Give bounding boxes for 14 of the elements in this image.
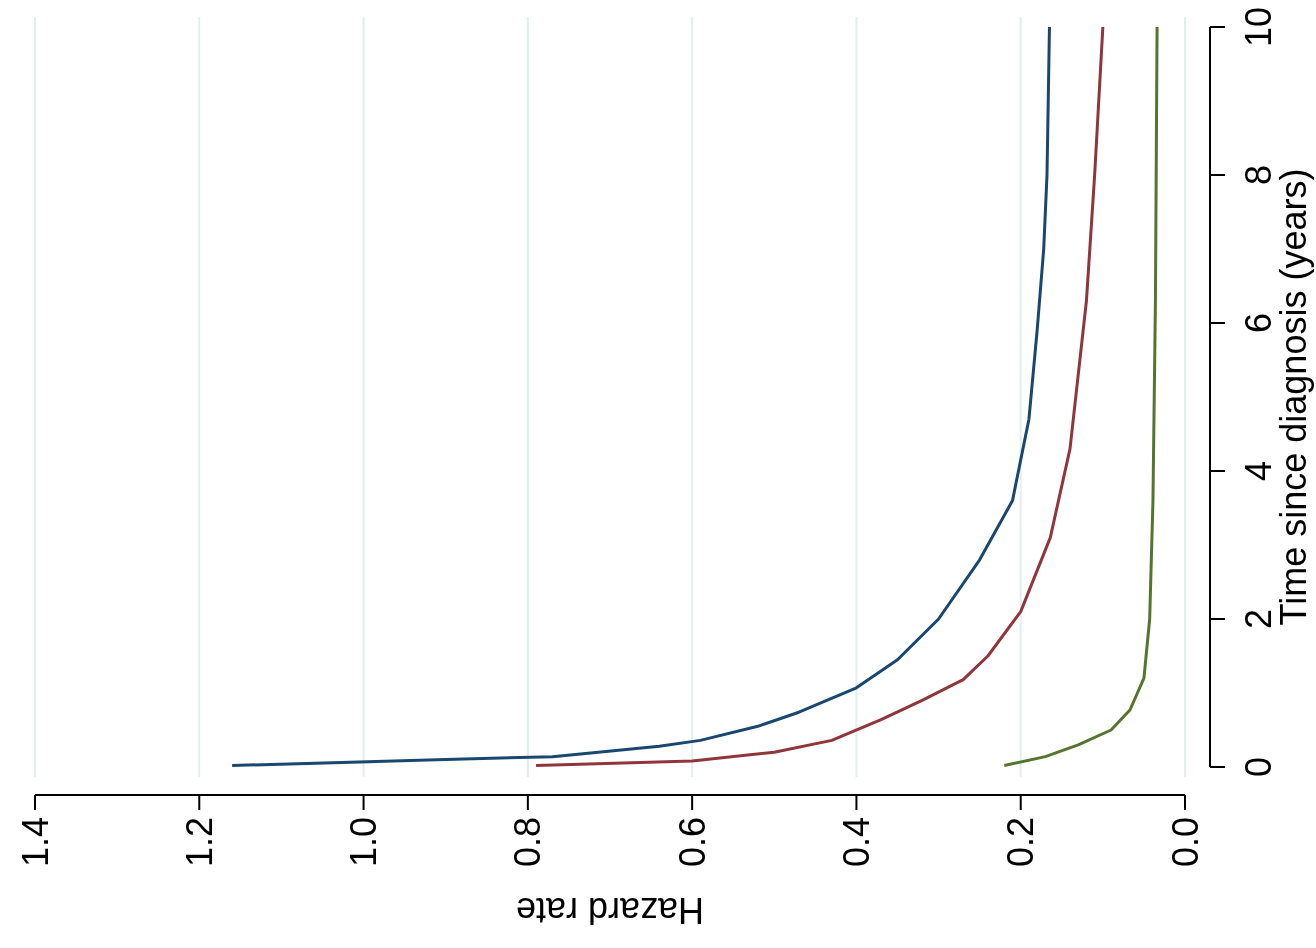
x-tick-label: 0.6 [671, 817, 713, 868]
x-tick-label: 1.4 [14, 817, 56, 868]
x-tick-label: 0.8 [507, 817, 549, 868]
x-axis-title: Hazard rate [515, 890, 705, 931]
x-tick-label: 0.4 [836, 817, 878, 868]
y-tick-label: 0 [1237, 756, 1279, 778]
x-tick-label: 0.0 [1164, 817, 1206, 868]
line-series [230, 25, 1051, 768]
line-series [534, 25, 1105, 768]
x-tick-label: 1.0 [343, 817, 385, 868]
x-tick-label: 0.2 [1000, 817, 1042, 868]
line-series [1002, 25, 1159, 768]
y-tick-label: 10 [1237, 6, 1279, 48]
x-tick-label: 1.2 [178, 817, 220, 868]
